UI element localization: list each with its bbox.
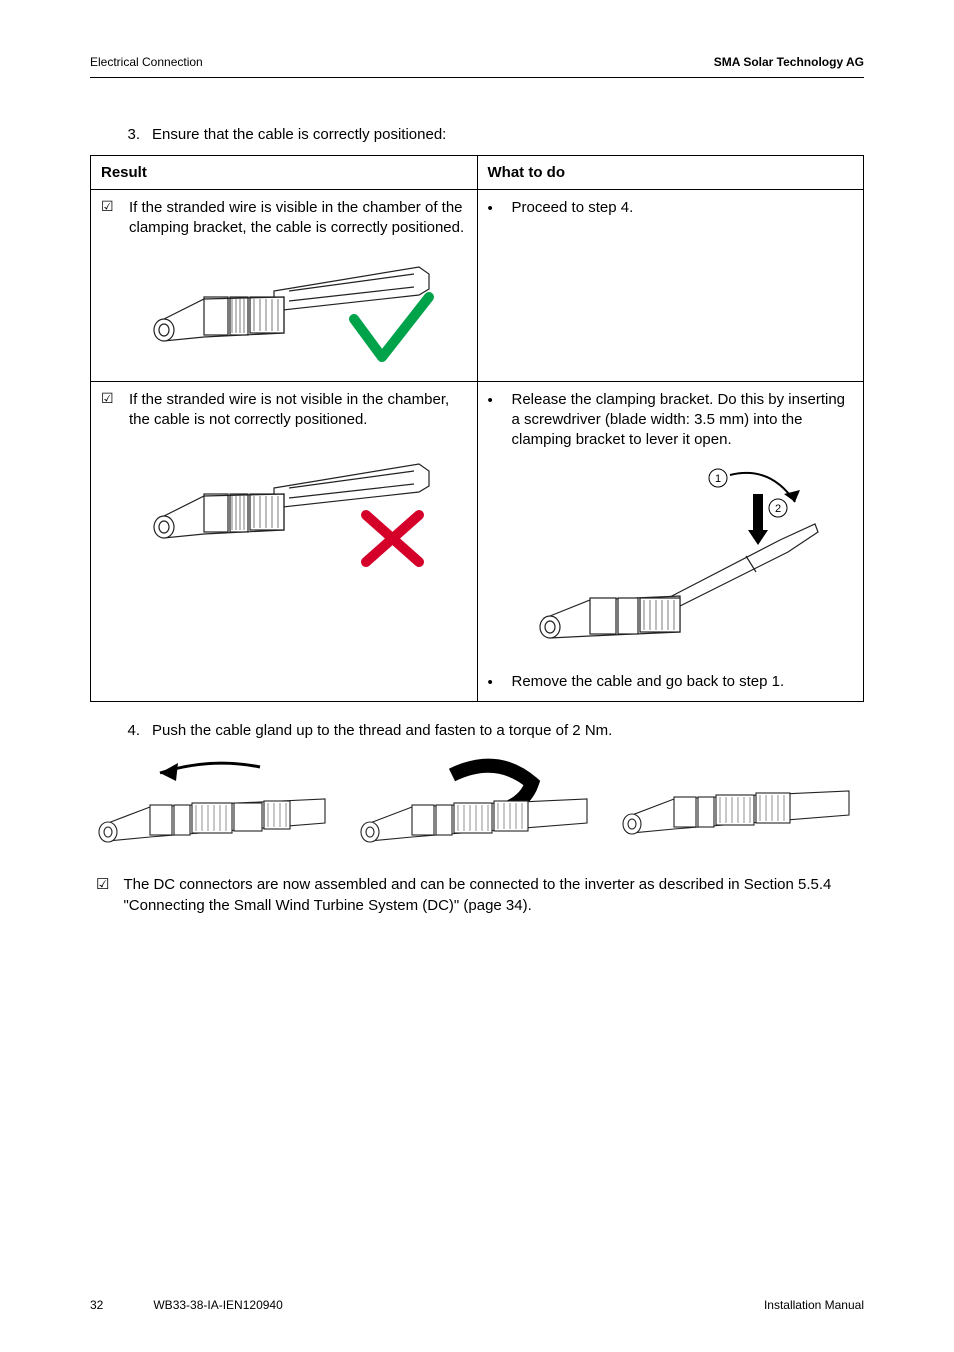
row2-illustration-incorrect	[101, 440, 467, 574]
gland-step-c	[614, 755, 864, 850]
row2-result-text: If the stranded wire is not visible in t…	[129, 390, 467, 431]
gland-step-b	[352, 755, 602, 850]
check-icon: ☑	[101, 390, 119, 431]
col-header-action: What to do	[477, 156, 864, 190]
final-check-text: The DC connectors are now assembled and …	[123, 874, 864, 916]
col-header-result: Result	[91, 156, 478, 190]
svg-text:1: 1	[715, 473, 721, 485]
step-4: 4. Push the cable gland up to the thread…	[118, 722, 864, 739]
final-check-note: ☑ The DC connectors are now assembled an…	[96, 874, 864, 916]
gland-step-a	[90, 755, 340, 850]
row2-action1-text: Release the clamping bracket. Do this by…	[512, 390, 854, 451]
svg-text:2: 2	[775, 503, 781, 515]
bullet-icon: •	[488, 672, 502, 692]
header-company: SMA Solar Technology AG	[714, 55, 864, 69]
page-header: Electrical Connection SMA Solar Technolo…	[90, 55, 864, 78]
header-section: Electrical Connection	[90, 55, 203, 69]
row1-illustration-correct	[101, 249, 467, 373]
row2-action2-text: Remove the cable and go back to step 1.	[512, 672, 854, 692]
table-row: ☑ If the stranded wire is visible in the…	[91, 190, 864, 382]
table-row: ☑ If the stranded wire is not visible in…	[91, 381, 864, 701]
footer-manual-label: Installation Manual	[764, 1298, 864, 1312]
step-4-text: Push the cable gland up to the thread an…	[152, 722, 612, 739]
footer-doc-id: WB33-38-IA-IEN120940	[153, 1298, 282, 1312]
gland-illustration-row	[90, 755, 864, 850]
footer-page-number: 32	[90, 1298, 103, 1312]
step-4-number: 4.	[118, 722, 140, 739]
row1-action-text: Proceed to step 4.	[512, 198, 854, 218]
step-3-text: Ensure that the cable is correctly posit…	[152, 126, 446, 143]
step-3: 3. Ensure that the cable is correctly po…	[118, 126, 864, 143]
result-table: Result What to do ☑ If the stranded wire…	[90, 155, 864, 702]
check-icon: ☑	[101, 198, 119, 239]
bullet-icon: •	[488, 198, 502, 218]
step-3-number: 3.	[118, 126, 140, 143]
check-icon: ☑	[96, 874, 109, 916]
page-footer: 32 WB33-38-IA-IEN120940 Installation Man…	[90, 1298, 864, 1312]
row1-result-text: If the stranded wire is visible in the c…	[129, 198, 467, 239]
bullet-icon: •	[488, 390, 502, 451]
row2-screwdriver-illustration: 1 2	[488, 460, 854, 664]
